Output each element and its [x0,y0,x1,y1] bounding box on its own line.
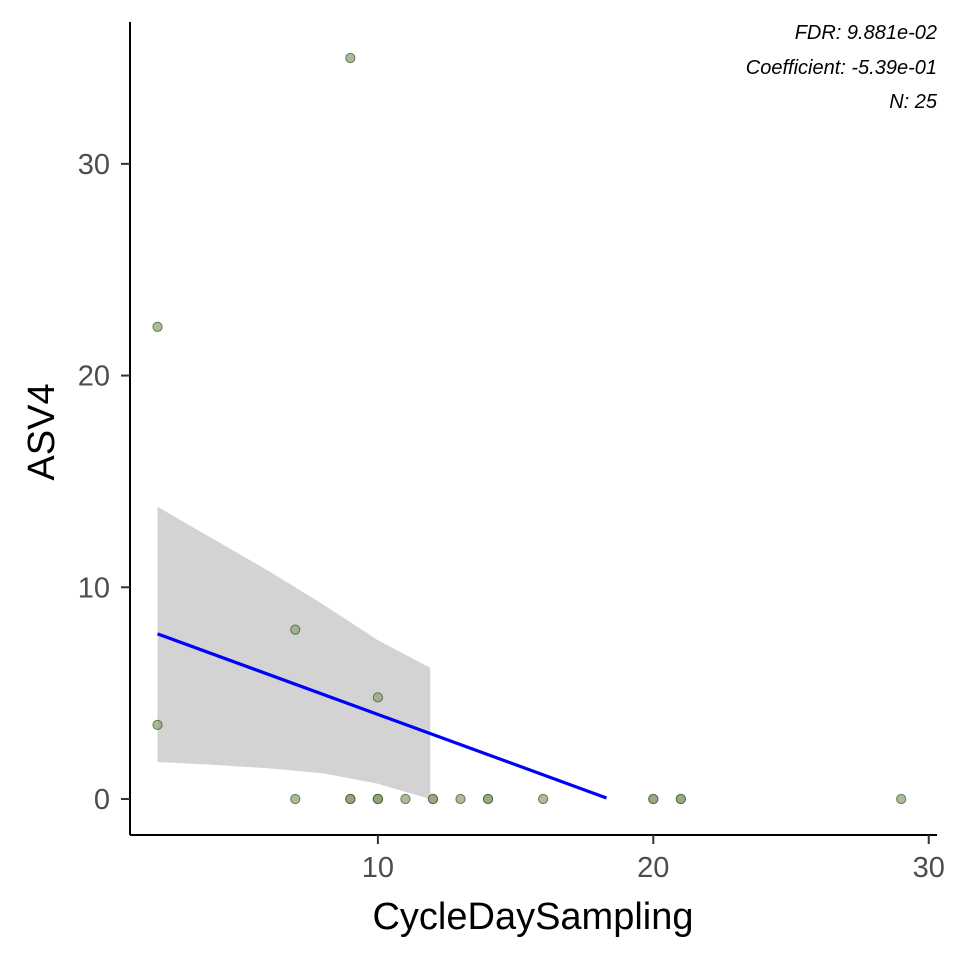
data-point [675,793,686,805]
x-axis-title: CycleDaySampling [372,896,693,938]
data-point [400,793,411,805]
data-point [896,793,907,805]
points-layer [152,52,907,805]
data-point [372,793,383,805]
annotation-n: N: 25 [889,91,938,113]
data-point [152,321,163,332]
confidence-band-layer [157,506,431,799]
data-point [290,793,301,805]
annotation-fdr: FDR: 9.881e-02 [795,22,937,44]
y-tick-label: 10 [78,572,110,604]
data-point [345,793,356,805]
y-tick-label: 30 [78,149,110,181]
data-point [482,793,494,805]
data-point [372,692,383,703]
annotation-coefficient: Coefficient: -5.39e-01 [746,57,937,79]
y-axis-title: ASV4 [21,383,63,480]
data-point [152,719,163,731]
fit-line-layer [156,632,608,800]
axes-layer: 0 10 20 30 10 20 30 [78,22,945,884]
data-point [290,624,301,635]
x-tick-label: 20 [637,852,669,884]
data-point [455,793,466,805]
confidence-band [157,506,431,799]
regression-line [156,632,608,800]
data-point [538,793,549,805]
data-point [648,793,659,805]
y-tick-label: 0 [94,784,110,816]
data-point [345,52,356,64]
x-tick-label: 10 [362,852,394,884]
y-tick-label: 20 [78,361,110,393]
x-tick-label: 30 [913,852,945,884]
data-point [427,793,439,805]
